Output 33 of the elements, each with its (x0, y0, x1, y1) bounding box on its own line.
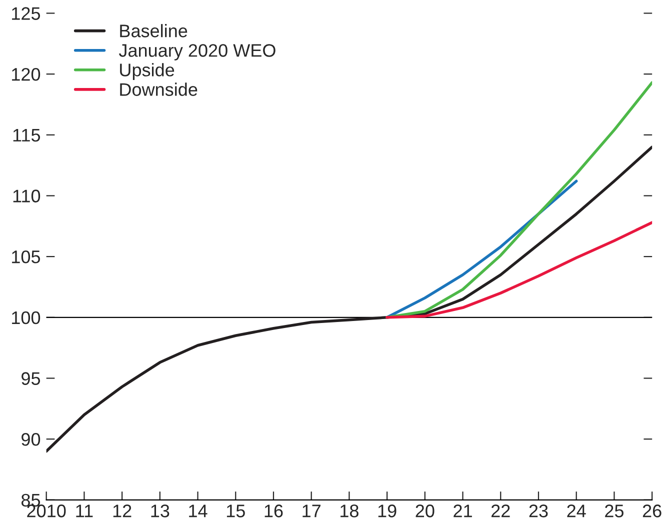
x-tick-label: 11 (76, 504, 93, 518)
x-tick-label: 2010 (27, 504, 66, 518)
y-tick-label: 120 (12, 68, 40, 81)
legend-label: January 2020 WEO (118, 44, 276, 60)
line-series (386, 81, 652, 319)
x-tick-label: 26 (642, 504, 662, 518)
x-tick-label: 19 (378, 504, 396, 518)
x-tick-label: 21 (454, 504, 472, 518)
legend-label: Upside (120, 63, 174, 80)
y-tick-label: 125 (12, 7, 40, 20)
x-tick-label: 12 (113, 504, 132, 518)
x-tick-label: 14 (189, 504, 208, 518)
line-series (386, 221, 652, 319)
x-tick-label: 16 (264, 504, 283, 518)
line-series (46, 146, 652, 453)
x-tick-label: 18 (340, 504, 358, 518)
y-tick-label: 105 (12, 250, 40, 264)
x-tick-label: 25 (605, 504, 624, 518)
x-tick-label: 23 (529, 504, 548, 518)
legend-label: Baseline (120, 24, 188, 38)
y-tick-label: 85 (21, 494, 40, 507)
y-tick-label: 90 (22, 433, 40, 446)
y-tick-label: 95 (22, 372, 40, 385)
x-tick-label: 24 (567, 504, 586, 518)
y-tick-label: 100 (12, 311, 40, 324)
x-tick-label: 20 (416, 504, 434, 518)
x-tick-label: 15 (226, 504, 245, 518)
y-tick-label: 110 (13, 190, 40, 202)
x-tick-label: 17 (302, 504, 320, 518)
x-tick-label: 22 (492, 504, 510, 518)
legend-label: Downside (120, 82, 198, 96)
y-tick-label: 115 (13, 129, 40, 142)
x-tick-label: 13 (151, 504, 170, 518)
